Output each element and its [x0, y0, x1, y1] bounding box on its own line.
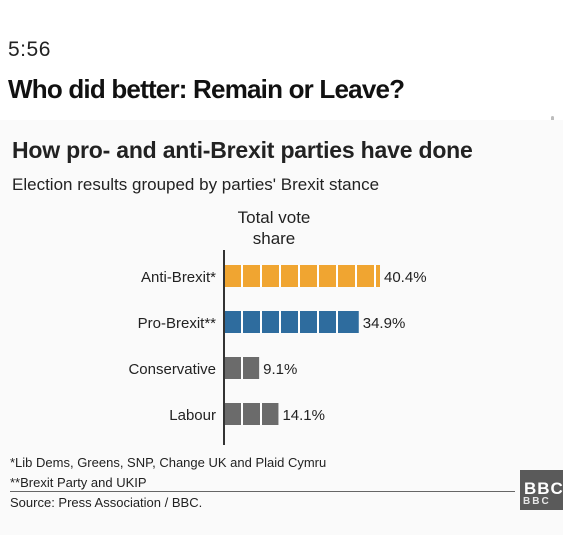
category-label-conservative: Conservative: [128, 361, 216, 378]
article-headline: Who did better: Remain or Leave?: [8, 74, 405, 104]
value-label-anti-brexit: 40.4%: [384, 269, 427, 286]
bar-pro-brexit: [224, 311, 359, 333]
value-label-labour: 14.1%: [282, 407, 325, 424]
value-label-conservative: 9.1%: [263, 361, 297, 378]
value-label-pro-brexit: 34.9%: [363, 315, 406, 332]
status-time: 5:56: [8, 38, 51, 61]
source-text: Source: Press Association / BBC.: [10, 495, 203, 510]
footnote-pro-brexit: **Brexit Party and UKIP: [10, 475, 147, 490]
source-divider: [10, 491, 515, 492]
bbc-logo-text: BBC: [524, 479, 563, 498]
bar-anti-brexit: [224, 265, 380, 287]
bar-chart: Anti-Brexit* 40.4% Pro-Brexit** 34.9% Conser…: [128, 250, 427, 445]
chart-subtitle: Election results grouped by parties' Bre…: [12, 175, 380, 194]
footnote-anti-brexit: *Lib Dems, Greens, SNP, Change UK and Pl…: [10, 455, 327, 470]
category-label-labour: Labour: [169, 407, 216, 424]
bar-labour: [224, 403, 279, 425]
axis-title: Total vote share: [237, 208, 311, 248]
category-label-pro-brexit: Pro-Brexit**: [138, 315, 217, 332]
bbc-logo: BBC BBC: [520, 470, 563, 510]
category-label-anti-brexit: Anti-Brexit*: [141, 269, 216, 286]
bbc-logo-subtext: BBC: [523, 496, 551, 507]
chart-title: How pro- and anti-Brexit parties have do…: [12, 137, 473, 163]
